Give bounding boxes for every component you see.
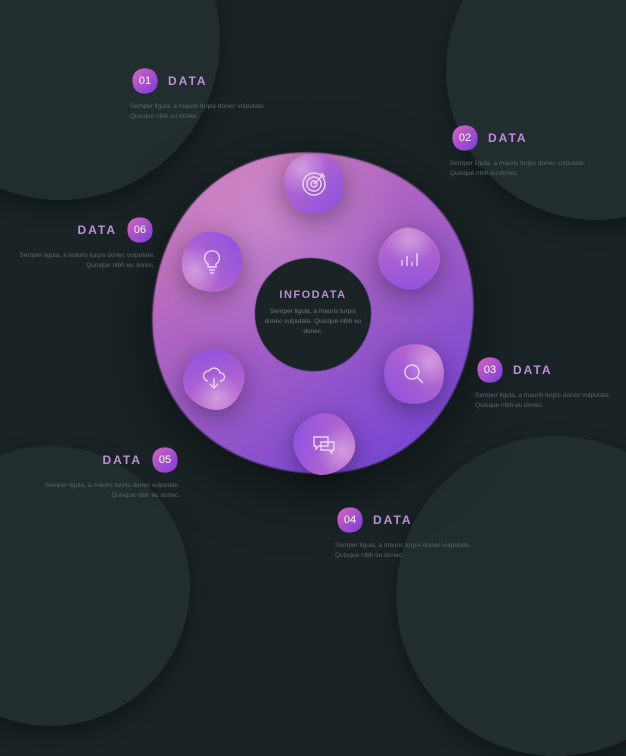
badge-6: 06 bbox=[125, 215, 155, 245]
chat-icon bbox=[309, 429, 339, 459]
label-body: Semper ligula, a mauris turpis donec vul… bbox=[335, 541, 485, 562]
label-body: Semper ligula, a mauris turpis donec vul… bbox=[5, 251, 155, 272]
center-title: INFODATA bbox=[279, 289, 346, 301]
center-body: Semper ligula, a mauris turpis donec vul… bbox=[264, 307, 362, 336]
badge-4: 04 bbox=[335, 505, 365, 535]
center-content: INFODATA Semper ligula, a mauris turpis … bbox=[254, 254, 372, 372]
label-title: DATA bbox=[513, 363, 553, 377]
label-title: DATA bbox=[168, 74, 208, 88]
magnifier-icon bbox=[399, 359, 429, 389]
badge-num: 05 bbox=[159, 454, 171, 466]
label-4: 04 DATA Semper ligula, a mauris turpis d… bbox=[335, 505, 485, 562]
cloud-down-icon bbox=[199, 364, 229, 394]
badge-1: 01 bbox=[130, 66, 160, 96]
icon-blob-2 bbox=[375, 225, 443, 293]
badge-num: 03 bbox=[484, 364, 496, 376]
badge-3: 03 bbox=[475, 355, 505, 385]
icon-blob-1 bbox=[280, 150, 348, 218]
label-1: 01 DATA Semper ligula, a mauris turpis d… bbox=[130, 66, 280, 123]
bulb-icon bbox=[197, 247, 227, 277]
icon-blob-4 bbox=[290, 410, 358, 478]
label-body: Semper ligula, a mauris turpis donec vul… bbox=[450, 159, 600, 180]
target-icon bbox=[299, 169, 329, 199]
badge-num: 01 bbox=[139, 75, 151, 87]
label-title: DATA bbox=[102, 453, 142, 467]
badge-num: 04 bbox=[344, 514, 356, 526]
icon-blob-5 bbox=[180, 345, 248, 413]
badge-num: 06 bbox=[134, 224, 146, 236]
icon-blob-6 bbox=[178, 228, 246, 296]
label-title: DATA bbox=[373, 513, 413, 527]
badge-2: 02 bbox=[450, 123, 480, 153]
label-body: Semper ligula, a mauris turpis donec vul… bbox=[30, 481, 180, 502]
badge-num: 02 bbox=[459, 132, 471, 144]
label-body: Semper ligula, a mauris turpis donec vul… bbox=[475, 391, 625, 412]
label-title: DATA bbox=[488, 131, 528, 145]
label-body: Semper ligula, a mauris turpis donec vul… bbox=[130, 102, 280, 123]
label-6: 06 DATA Semper ligula, a mauris turpis d… bbox=[5, 215, 155, 272]
label-title: DATA bbox=[77, 223, 117, 237]
badge-5: 05 bbox=[150, 445, 180, 475]
label-5: 05 DATA Semper ligula, a mauris turpis d… bbox=[30, 445, 180, 502]
label-3: 03 DATA Semper ligula, a mauris turpis d… bbox=[475, 355, 625, 412]
bars-icon bbox=[394, 244, 424, 274]
bg-circle bbox=[396, 436, 626, 756]
icon-blob-3 bbox=[380, 340, 448, 408]
label-2: 02 DATA Semper ligula, a mauris turpis d… bbox=[450, 123, 600, 180]
